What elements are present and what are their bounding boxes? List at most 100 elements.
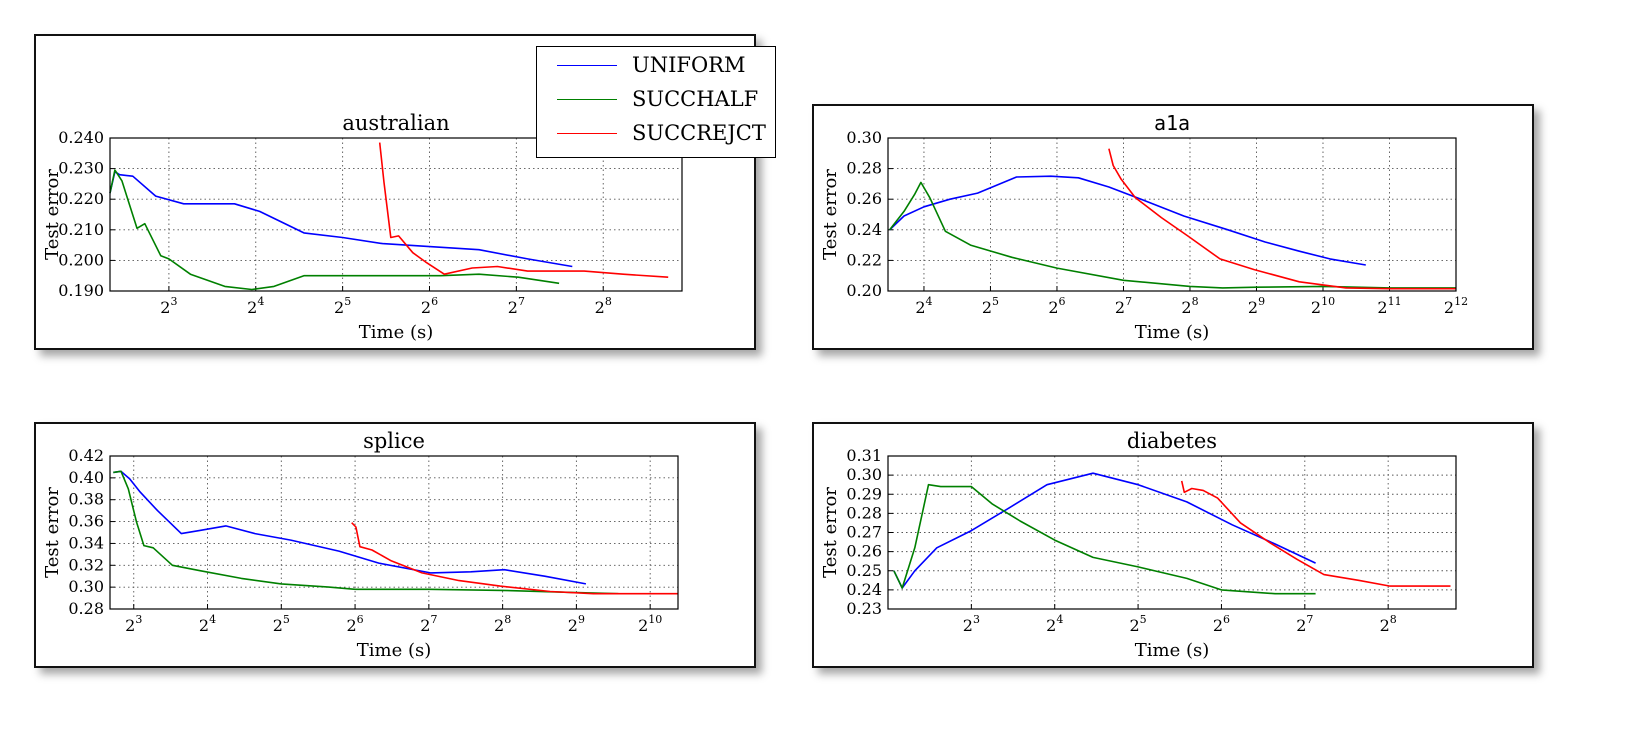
a1a-ytick-label: 0.30: [846, 128, 882, 147]
australian-series-succhalf: [109, 169, 560, 291]
australian-series-succrejct: [378, 142, 669, 278]
a1a-xtick-label: 29: [1248, 295, 1265, 317]
a1a-xtick-label: 26: [1048, 295, 1065, 317]
australian-ytick-label: 0.210: [58, 220, 104, 239]
a1a-xtick-label: 27: [1115, 295, 1132, 317]
splice-xtick-label: 27: [420, 613, 437, 635]
diabetes-ytick-label: 0.30: [846, 465, 882, 484]
legend-swatch-succhalf: [557, 99, 617, 100]
diabetes-ylabel: Test error: [820, 487, 841, 578]
a1a-ytick-label: 0.24: [846, 220, 882, 239]
splice-xtick-label: 29: [568, 613, 585, 635]
australian-ytick-label: 0.220: [58, 189, 104, 208]
splice-series-succrejct: [351, 522, 678, 595]
australian-xtick-label: 23: [160, 295, 177, 317]
australian-xtick-label: 28: [595, 295, 612, 317]
a1a-ylabel: Test error: [820, 169, 841, 260]
diabetes-ytick-label: 0.24: [846, 580, 882, 599]
legend-item-succrejct: SUCCREJCT: [537, 119, 775, 149]
a1a-chart: 0.20 0.22 0.24 0.26 0.28 0.30 24 25 26 27 28 29 210 2…: [820, 111, 1468, 343]
legend: UNIFORM SUCCHALF SUCCREJCT: [536, 46, 776, 158]
splice-ytick-label: 0.42: [68, 446, 104, 465]
a1a-xtick-label: 212: [1444, 295, 1468, 317]
diabetes-xtick-label: 27: [1296, 613, 1313, 635]
splice-xtick-label: 210: [638, 613, 662, 635]
australian-series-uniform: [109, 170, 573, 268]
diabetes-series-uniform: [893, 472, 1316, 589]
australian-xlabel: Time (s): [359, 322, 434, 343]
splice-plot-frame: [109, 455, 679, 610]
a1a-xtick-label: 211: [1377, 295, 1401, 317]
diabetes-xtick-label: 23: [963, 613, 980, 635]
legend-swatch-succrejct: [557, 133, 617, 134]
australian-ylabel: Test error: [42, 169, 63, 260]
diabetes-xtick-label: 24: [1046, 613, 1063, 635]
diabetes-ytick-label: 0.25: [846, 561, 882, 580]
diabetes-chart-panel: 0.23 0.24 0.25 0.26 0.27 0.28 0.29 0.30 0.31 23 24…: [812, 422, 1534, 668]
legend-label-succrejct: SUCCREJCT: [632, 121, 766, 145]
australian-ytick-label: 0.200: [58, 250, 104, 269]
australian-ytick-label: 0.230: [58, 159, 104, 178]
australian-ytick-label: 0.240: [58, 128, 104, 147]
splice-ytick-label: 0.34: [68, 533, 104, 552]
splice-ytick-label: 0.32: [68, 555, 104, 574]
splice-chart-panel: 0.28 0.30 0.32 0.34 0.36 0.38 0.40 0.42 23 24 25 26…: [34, 422, 756, 668]
australian-xtick-label: 26: [421, 295, 438, 317]
splice-ytick-label: 0.40: [68, 468, 104, 487]
diabetes-ytick-label: 0.28: [846, 503, 882, 522]
splice-ytick-label: 0.28: [68, 599, 104, 618]
a1a-series-uniform: [889, 175, 1366, 266]
splice-xtick-label: 25: [273, 613, 290, 635]
a1a-xtick-label: 28: [1181, 295, 1198, 317]
splice-chart: 0.28 0.30 0.32 0.34 0.36 0.38 0.40 0.42 23 24 25 26…: [42, 429, 679, 661]
diabetes-xtick-label: 25: [1129, 613, 1146, 635]
a1a-series-succhalf: [889, 181, 1456, 289]
legend-item-succhalf: SUCCHALF: [537, 85, 775, 115]
legend-swatch-uniform: [557, 65, 617, 66]
diabetes-ytick-label: 0.27: [846, 523, 882, 542]
splice-ylabel: Test error: [42, 487, 63, 578]
splice-ytick-label: 0.38: [68, 490, 104, 509]
a1a-xlabel: Time (s): [1135, 322, 1210, 343]
australian-xtick-label: 27: [508, 295, 525, 317]
a1a-title: a1a: [1154, 111, 1190, 135]
splice-xtick-label: 23: [125, 613, 142, 635]
splice-xlabel: Time (s): [357, 640, 432, 661]
diabetes-plot-frame: [887, 455, 1457, 610]
diabetes-ytick-label: 0.26: [846, 542, 882, 561]
diabetes-xlabel: Time (s): [1135, 640, 1210, 661]
a1a-xtick-label: 210: [1311, 295, 1335, 317]
australian-ytick-label: 0.190: [58, 281, 104, 300]
australian-chart: 0.190 0.200 0.210 0.220 0.230 0.240 23 24 25 26 27…: [42, 111, 683, 343]
a1a-series-succrejct: [1108, 148, 1456, 290]
splice-ytick-label: 0.30: [68, 577, 104, 596]
splice-title: splice: [363, 429, 425, 453]
australian-xtick-label: 24: [247, 295, 264, 317]
splice-xtick-label: 28: [494, 613, 511, 635]
diabetes-xtick-label: 28: [1380, 613, 1397, 635]
legend-label-succhalf: SUCCHALF: [632, 87, 759, 111]
legend-item-uniform: UNIFORM: [537, 51, 775, 81]
diabetes-ytick-label: 0.31: [846, 446, 882, 465]
a1a-ytick-label: 0.20: [846, 281, 882, 300]
splice-ytick-label: 0.36: [68, 512, 104, 531]
a1a-ytick-label: 0.22: [846, 250, 882, 269]
diabetes-series-succhalf: [893, 483, 1316, 595]
a1a-plot-frame: [887, 137, 1457, 292]
a1a-ytick-label: 0.26: [846, 189, 882, 208]
diabetes-xtick-label: 26: [1213, 613, 1230, 635]
a1a-chart-panel: 0.20 0.22 0.24 0.26 0.28 0.30 24 25 26 27 28 29 210 2…: [812, 104, 1534, 350]
diabetes-ytick-label: 0.29: [846, 484, 882, 503]
splice-xtick-label: 26: [346, 613, 363, 635]
a1a-ytick-label: 0.28: [846, 159, 882, 178]
diabetes-title: diabetes: [1127, 429, 1217, 453]
splice-series-uniform: [113, 470, 587, 585]
a1a-xtick-label: 25: [982, 295, 999, 317]
diabetes-chart: 0.230.240.250.260.270.280.290.300.31 23 24…: [820, 429, 1457, 661]
australian-plot-frame: [109, 137, 683, 292]
australian-xtick-label: 25: [334, 295, 351, 317]
australian-title: australian: [342, 111, 449, 135]
diabetes-ytick-label: 0.23: [846, 599, 882, 618]
splice-xtick-label: 24: [199, 613, 216, 635]
